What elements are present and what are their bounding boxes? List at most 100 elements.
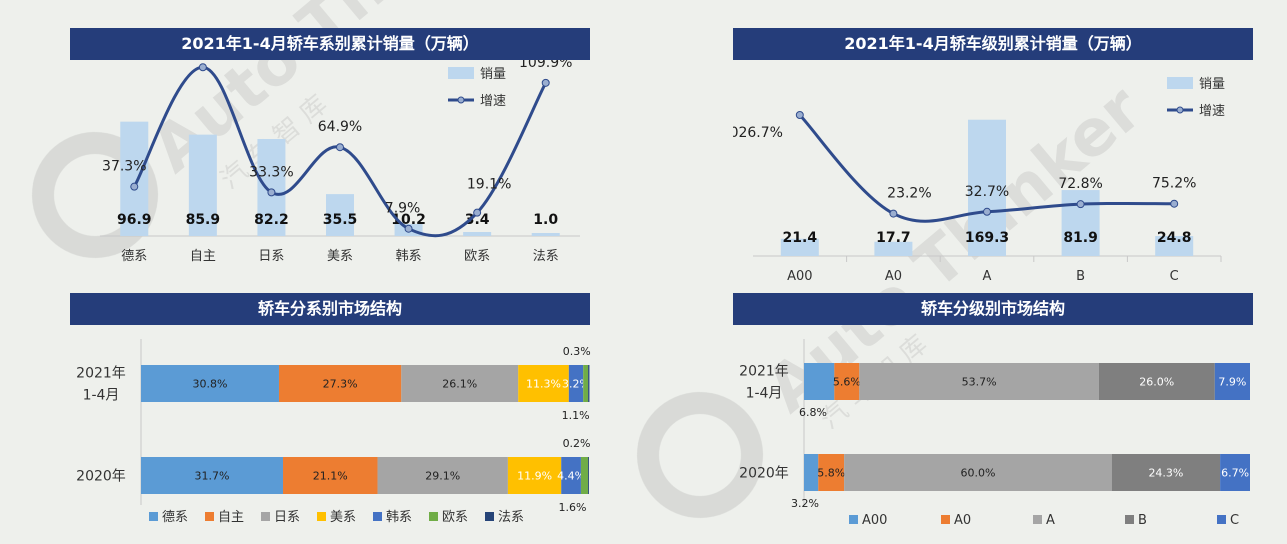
bar-value-label: 85.9: [186, 212, 221, 228]
legend-swatch: [317, 512, 326, 521]
segment-label: 5.8%: [817, 467, 845, 480]
segment-德系: [141, 457, 284, 494]
growth-marker: [404, 224, 413, 233]
legend-swatch: [941, 515, 950, 524]
segment-label: 21.1%: [313, 470, 348, 483]
panel1-title: 2021年1-4月轿车系别累计销量（万辆）: [70, 28, 590, 60]
segment-欧系: [583, 365, 589, 402]
growth-marker: [983, 207, 991, 216]
segment-A0: [834, 363, 860, 400]
growth-marker: [130, 182, 139, 191]
bar-法系: [531, 233, 560, 236]
bar-美系: [326, 194, 354, 236]
segment-label: 27.3%: [323, 378, 358, 391]
segment-label: 30.8%: [193, 378, 228, 391]
legend-swatch: [1033, 515, 1042, 524]
legend-label: 美系: [330, 510, 356, 525]
segment-A00: [804, 363, 835, 400]
legend-marker-growth: [1176, 106, 1184, 114]
legend-swatch: [1217, 515, 1226, 524]
legend-label: A0: [954, 513, 971, 528]
legend-label-growth: 增速: [1199, 104, 1225, 119]
bar-A00: [780, 238, 819, 256]
legend-swatch: [1125, 515, 1134, 524]
x-tick-label: C: [1170, 269, 1179, 284]
segment-label: 11.3%: [526, 378, 561, 391]
legend-label: 自主: [218, 510, 244, 525]
legend-label: 欧系: [442, 510, 468, 525]
legend-label: C: [1230, 513, 1239, 528]
bar-value-label: 82.2: [254, 212, 289, 228]
legend-label: A: [1046, 513, 1055, 528]
bar-A0: [874, 241, 913, 256]
growth-value-label: 109.9%: [519, 60, 572, 71]
growth-marker: [889, 209, 898, 218]
watermark-logo-icon: [637, 392, 763, 518]
segment-欧系: [580, 457, 589, 494]
x-tick-label: 自主: [190, 249, 216, 264]
growth-marker: [1076, 200, 1085, 209]
segment-A0: [818, 454, 845, 491]
segment-A00: [804, 454, 819, 491]
segment-label: 26.1%: [442, 378, 477, 391]
segment-法系: [588, 457, 589, 494]
segment-自主: [278, 365, 402, 402]
segment-label: 3.2%: [562, 378, 590, 391]
legend-swatch: [849, 515, 858, 524]
bar-value-label: 1.0: [533, 212, 558, 228]
segment-B: [1111, 454, 1221, 491]
segment-label: 1.1%: [562, 409, 590, 422]
segment-C: [1220, 454, 1250, 491]
legend-label: 法系: [498, 510, 524, 525]
legend-label: 韩系: [386, 510, 412, 525]
category-label: 2020年: [739, 466, 789, 482]
legend-label: 德系: [162, 510, 188, 525]
growth-marker: [336, 143, 344, 152]
legend-swatch-sales: [448, 67, 474, 79]
x-tick-label: 法系: [533, 249, 559, 264]
x-tick-label: A: [983, 269, 992, 284]
legend-swatch: [429, 512, 438, 521]
growth-line: [798, 113, 1175, 223]
growth-marker: [198, 63, 207, 72]
bar-C: [1155, 236, 1194, 256]
legend-label: A00: [862, 513, 887, 528]
segment-label: 0.3%: [563, 345, 591, 358]
segment-label: 7.9%: [1218, 376, 1246, 389]
segment-label: 60.0%: [960, 467, 995, 480]
segment-label: 5.6%: [833, 376, 861, 389]
bar-B: [1061, 190, 1100, 256]
segment-A: [859, 363, 1099, 400]
x-tick-label: 日系: [258, 249, 284, 264]
segment-A: [844, 454, 1112, 491]
chart-level-structure: 2021年 1-4月 6.8% 5.6% 53.7% 26.0% 7.9% 2020年 3.2%…: [739, 339, 1250, 528]
legend-label-sales: 销量: [480, 67, 506, 82]
bar-德系: [120, 121, 149, 236]
legend-marker-growth: [457, 96, 465, 104]
category-label: 2021年: [739, 364, 789, 380]
legend-swatch: [485, 512, 494, 521]
growth-value-label: 1026.7%: [733, 125, 783, 141]
bar-value-label: 35.5: [323, 212, 358, 228]
growth-value-label: 37.3%: [102, 159, 146, 175]
legend-swatch: [261, 512, 270, 521]
segment-日系: [401, 365, 519, 402]
growth-value-label: 64.9%: [318, 119, 362, 135]
bar-日系: [257, 139, 286, 236]
segment-label: 4.4%: [557, 470, 585, 483]
segment-label: 1.6%: [559, 501, 587, 514]
segment-美系: [507, 457, 562, 494]
growth-value-label: 75.2%: [1152, 176, 1196, 192]
segment-label: 11.9%: [517, 470, 552, 483]
segment-韩系: [561, 457, 581, 494]
growth-marker: [795, 111, 804, 119]
bar-value-label: 81.9: [1063, 230, 1098, 246]
segment-B: [1098, 363, 1215, 400]
legend-swatch-sales: [1167, 77, 1193, 89]
growth-value-label: 32.7%: [965, 184, 1009, 200]
segment-法系: [588, 365, 590, 402]
panel3-title: 轿车分系别市场结构: [70, 293, 590, 325]
x-tick-label: B: [1076, 269, 1085, 284]
bar-value-label: 3.4: [465, 212, 490, 228]
category-label: 2021年: [76, 366, 126, 382]
